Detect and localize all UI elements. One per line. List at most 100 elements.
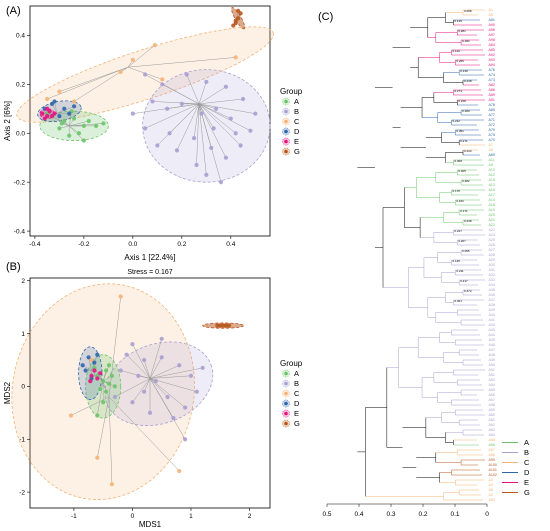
tree-leaf-98: A83 bbox=[489, 498, 495, 502]
nmds-spider-C-5 bbox=[108, 396, 180, 472]
tree-leaf-48: A27 bbox=[489, 248, 495, 252]
tree-leaf-87: A66 bbox=[489, 443, 495, 447]
tree-leaf-83: A62 bbox=[489, 423, 495, 427]
pcoa-spider-B-24 bbox=[176, 103, 200, 151]
tree-leaf-73: A52 bbox=[489, 373, 495, 377]
pcoa-point-B-14 bbox=[143, 126, 148, 131]
nmds-point-D-1 bbox=[83, 368, 88, 373]
tree-leaf-71: A50 bbox=[489, 363, 495, 367]
pcoa-spider-C-5 bbox=[47, 66, 129, 100]
tree-leaf-62: A41 bbox=[489, 318, 495, 322]
pcoa-point-B-6 bbox=[253, 111, 258, 116]
nmds-point-B-11 bbox=[112, 394, 117, 400]
nmds-point-E-3 bbox=[98, 371, 103, 376]
tree-leaf-91: A100 bbox=[489, 463, 497, 467]
tree-node-value-1: 0.135 bbox=[454, 19, 462, 23]
pcoa-spider-B-8 bbox=[198, 103, 217, 110]
pcoa-point-C-2 bbox=[118, 69, 123, 75]
pcoa-spider-B-16 bbox=[193, 103, 200, 139]
pcoa-point-E-6 bbox=[52, 111, 57, 116]
nmds-spider-B-17 bbox=[143, 378, 151, 392]
pcoa-ellipse-B bbox=[142, 69, 271, 183]
nmds-legend-dot-B bbox=[284, 381, 288, 386]
pcoa-point-A-12 bbox=[81, 138, 86, 143]
pcoa-legend-dot-D bbox=[284, 129, 288, 134]
dendrogram: A1A5A81A90A96A97A98A84A85A92A93A94A76A74… bbox=[322, 8, 530, 518]
pcoa-ytick-label-0: -0.4 bbox=[14, 228, 26, 235]
nmds-xtick-label-0: -1 bbox=[71, 513, 77, 520]
tree-leaf-39: A18 bbox=[489, 203, 495, 207]
pcoa-legend-dot-E bbox=[284, 139, 288, 144]
nmds-legend-label-C: C bbox=[294, 389, 300, 398]
nmds-point-C-2 bbox=[95, 455, 100, 460]
tree-leaf-19: A78 bbox=[489, 103, 495, 107]
tree-leaf-47: A26 bbox=[489, 243, 495, 247]
pcoa-point-B-21 bbox=[204, 172, 209, 177]
nmds-spider-A-9 bbox=[97, 381, 104, 416]
tree-leaf-69: A48 bbox=[489, 353, 495, 357]
nmds-point-C-4 bbox=[89, 357, 94, 363]
tree-leaf-27: A7 bbox=[489, 143, 493, 147]
pcoa-point-C-4 bbox=[57, 89, 62, 94]
nmds-chart: Stress = 0.167 -1 0 1 2 -2 -1 0 1 2 MDS1 MDS2 Gr… bbox=[3, 269, 303, 529]
pcoa-point-D-6 bbox=[71, 104, 77, 109]
nmds-xtick-label-3: 2 bbox=[248, 513, 252, 520]
tree-node-value-24: 0.055 bbox=[462, 249, 470, 253]
nmds-spider-C-2 bbox=[97, 396, 110, 458]
nmds-point-B-9 bbox=[136, 373, 141, 378]
pcoa-spider-B-19 bbox=[198, 103, 241, 146]
nmds-legend-dot-A bbox=[284, 371, 288, 376]
tree-leaf-96: A6 bbox=[489, 488, 493, 492]
nmds-legend-dot-G bbox=[284, 421, 288, 426]
tree-leaf-70: A49 bbox=[489, 358, 495, 362]
pcoa-point-B-9 bbox=[199, 111, 204, 116]
tree-leaf-37: A17 bbox=[489, 193, 495, 197]
tree-legend-label-D: D bbox=[524, 468, 530, 477]
nmds-point-B-0 bbox=[124, 352, 129, 357]
tree-leaf-8: A85 bbox=[489, 48, 495, 52]
tree-leaf-26: A70 bbox=[489, 138, 495, 142]
pcoa-spider-A-12 bbox=[69, 125, 85, 141]
nmds-point-B-14 bbox=[171, 416, 176, 421]
tree-leaf-54: A33 bbox=[489, 278, 495, 282]
pcoa-point-G-2 bbox=[236, 16, 241, 21]
tree-leaf-4: A96 bbox=[489, 28, 495, 32]
nmds-point-G-3 bbox=[223, 323, 229, 328]
tree-leaf-79: A58 bbox=[489, 403, 495, 407]
tree-leaf-44: A23 bbox=[489, 228, 495, 232]
pcoa-legend-label-D: D bbox=[294, 127, 300, 136]
nmds-legend-label-E: E bbox=[294, 409, 299, 418]
pcoa-spider-A-6 bbox=[69, 120, 89, 127]
tree-leaf-60: A39 bbox=[489, 308, 495, 312]
nmds-point-A-11 bbox=[103, 389, 109, 394]
tree-node-value-9: 0.158 bbox=[458, 99, 466, 103]
dendrogram-axis: 0.5 0.4 0.3 0.2 0.1 0 bbox=[322, 503, 489, 518]
tree-leaf-43: A22 bbox=[489, 223, 495, 227]
tree-node-value-13: 0.271 bbox=[460, 139, 468, 143]
tree-leaf-50: A29 bbox=[489, 258, 495, 262]
pcoa-spider-B-12 bbox=[152, 101, 199, 105]
pcoa-spider-B-2 bbox=[186, 74, 200, 104]
pcoa-point-B-5 bbox=[240, 96, 246, 102]
pcoa-point-A-5 bbox=[76, 131, 82, 136]
tree-node-value-16: 0.305 bbox=[458, 169, 466, 173]
pcoa-point-B-15 bbox=[167, 131, 172, 136]
nmds-point-E-4 bbox=[88, 379, 93, 384]
nmds-ellipses bbox=[11, 283, 245, 500]
pcoa-legend-dot-A bbox=[284, 99, 288, 104]
pcoa-point-B-20 bbox=[248, 128, 253, 133]
pcoa-legend-dot-C bbox=[284, 119, 288, 124]
tree-node-value-28: 0.473 bbox=[464, 289, 472, 293]
tree-node-value-5: 0.265 bbox=[456, 59, 464, 63]
nmds-point-A-10 bbox=[106, 363, 112, 368]
pcoa-point-B-27 bbox=[233, 131, 238, 136]
tree-leaf-25: A75 bbox=[489, 133, 495, 137]
nmds-point-B-18 bbox=[200, 365, 205, 370]
tree-leaf-57: A36 bbox=[489, 293, 495, 297]
pcoa-spider-C-0 bbox=[127, 44, 156, 68]
tree-leaf-84: A63 bbox=[489, 428, 495, 432]
nmds-point-B-12 bbox=[130, 400, 135, 405]
tree-leaf-17: A89 bbox=[489, 93, 495, 97]
tree-leaf-77: A56 bbox=[489, 393, 495, 397]
tree-leaf-68: A47 bbox=[489, 348, 495, 352]
